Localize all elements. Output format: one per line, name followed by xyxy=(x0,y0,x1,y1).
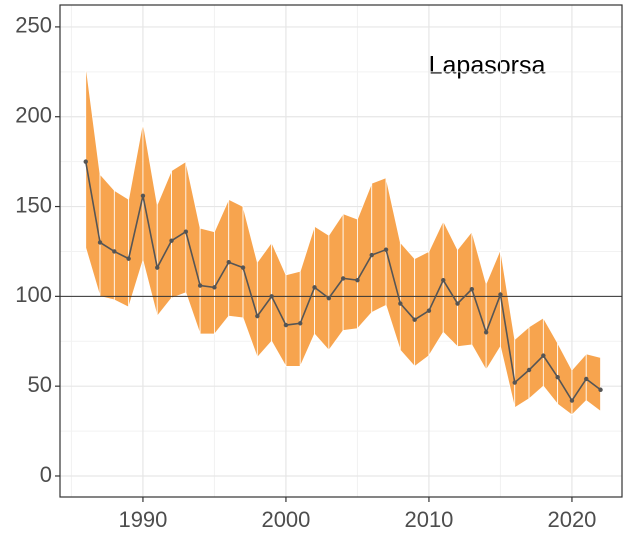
x-tick-label: 2000 xyxy=(261,507,310,532)
confidence-band xyxy=(199,227,215,335)
confidence-band xyxy=(485,249,501,371)
point xyxy=(483,330,489,335)
point xyxy=(140,193,146,198)
point xyxy=(369,252,374,258)
confidence-band xyxy=(285,270,301,367)
x-tick-label: 1990 xyxy=(118,507,167,532)
x-tick-label: 2010 xyxy=(404,507,453,532)
confidence-band xyxy=(271,242,287,367)
confidence-band xyxy=(228,198,244,319)
plot-border xyxy=(59,4,623,498)
confidence-band xyxy=(399,242,416,367)
confidence-band xyxy=(371,177,387,313)
point xyxy=(340,276,346,281)
point xyxy=(455,301,460,306)
point xyxy=(312,285,317,290)
confidence-band xyxy=(500,249,516,409)
point xyxy=(569,398,575,403)
y-tick-label: 100 xyxy=(15,282,52,307)
confidence-band xyxy=(142,121,158,317)
y-tick-label: 0 xyxy=(40,462,52,487)
point xyxy=(197,283,203,288)
point xyxy=(97,240,103,245)
y-tick-label: 50 xyxy=(28,372,52,397)
point xyxy=(112,249,117,254)
point xyxy=(441,277,446,283)
confidence-band xyxy=(414,251,430,367)
point xyxy=(598,387,603,392)
point xyxy=(298,321,303,326)
confidence-band xyxy=(242,206,258,358)
point xyxy=(183,229,189,234)
y-tick-label: 250 xyxy=(15,13,52,38)
point xyxy=(512,380,517,385)
point xyxy=(169,238,174,243)
point xyxy=(126,256,131,261)
confidence-band xyxy=(85,64,101,297)
point xyxy=(355,277,360,283)
confidence-band xyxy=(471,231,487,371)
point xyxy=(226,260,231,265)
point xyxy=(255,313,260,319)
confidence-band xyxy=(557,342,573,416)
confidence-band xyxy=(585,353,601,412)
confidence-band xyxy=(185,161,201,335)
y-tick-label: 200 xyxy=(15,103,52,128)
point xyxy=(326,295,332,301)
point xyxy=(269,294,274,299)
confidence-band xyxy=(385,177,401,351)
confidence-band xyxy=(428,220,444,357)
point xyxy=(83,159,88,164)
confidence-band xyxy=(128,121,144,308)
point xyxy=(155,265,160,270)
confidence-band xyxy=(542,317,559,405)
confidence-band xyxy=(113,189,130,308)
point xyxy=(212,285,217,290)
confidence-band xyxy=(342,213,358,331)
confidence-band xyxy=(571,353,587,416)
confidence-band xyxy=(514,326,530,409)
point xyxy=(383,247,389,252)
point xyxy=(541,353,546,358)
point xyxy=(555,374,560,380)
annotation: Lapasorsa xyxy=(429,52,546,80)
point xyxy=(584,376,589,382)
confidence-band xyxy=(171,161,187,299)
point xyxy=(240,265,246,270)
confidence-band xyxy=(357,182,373,330)
point xyxy=(283,322,289,328)
confidence-band xyxy=(99,173,115,301)
y-tick-label: 150 xyxy=(15,192,52,217)
point xyxy=(412,317,417,322)
point xyxy=(498,292,503,297)
point xyxy=(469,286,475,292)
point xyxy=(526,367,532,373)
point xyxy=(426,308,432,313)
x-tick-label: 2020 xyxy=(547,507,596,532)
point xyxy=(398,301,403,306)
